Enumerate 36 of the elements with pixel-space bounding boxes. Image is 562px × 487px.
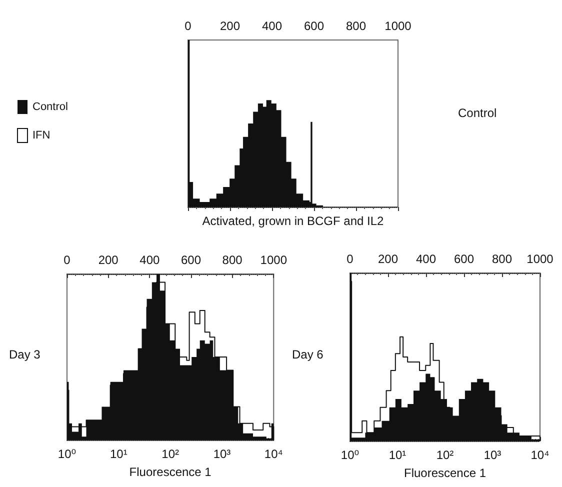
x2-tick-label: 1000	[526, 252, 554, 266]
x-tick-label: 10¹	[110, 447, 128, 461]
x-axis-title: Fluorescence 1	[129, 465, 212, 479]
x2-tick-label: 600	[454, 252, 474, 266]
x2-tick-label: 200	[98, 253, 119, 267]
x-tick-label: 10²	[162, 447, 179, 461]
x-tick-label: 400	[262, 19, 282, 33]
y-axis-title: Day 6	[292, 348, 324, 362]
legend-label: IFN	[32, 130, 50, 142]
x2-tick-label: 400	[416, 252, 436, 266]
x-tick-label: 1000	[384, 19, 412, 33]
x-tick-label: 10³	[213, 447, 231, 461]
x2-tick-label: 800	[492, 252, 512, 266]
legend-label: Control	[32, 101, 68, 113]
x-axis-title: Activated, grown in BCGF and IL2	[202, 214, 384, 228]
x-tick-label: 10⁴	[264, 447, 283, 461]
x-axis-title: Fluorescence 1	[404, 466, 486, 480]
x-tick-label: 600	[304, 19, 324, 33]
x-tick-label: 200	[220, 19, 240, 33]
x-tick-label: 10³	[484, 448, 502, 462]
x-tick-label: 0	[184, 19, 192, 33]
x-tick-label: 10¹	[388, 448, 406, 462]
x2-tick-label: 800	[222, 253, 243, 267]
x-tick-label: 10⁰	[58, 447, 76, 461]
x2-tick-label: 600	[180, 253, 202, 267]
x2-tick-label: 200	[378, 252, 398, 266]
x-tick-label: 10⁰	[340, 448, 360, 462]
y2-axis-title: Control	[458, 106, 497, 120]
x-tick-label: 10⁴	[530, 448, 550, 462]
x-tick-label: 800	[346, 19, 366, 33]
x-tick-label: 10²	[436, 448, 454, 462]
x2-tick-label: 1000	[260, 253, 288, 267]
x2-tick-label: 400	[140, 253, 160, 267]
y-axis-title: Day 3	[9, 348, 41, 362]
x2-tick-label: 0	[64, 253, 71, 267]
x2-tick-label: 0	[346, 252, 354, 266]
